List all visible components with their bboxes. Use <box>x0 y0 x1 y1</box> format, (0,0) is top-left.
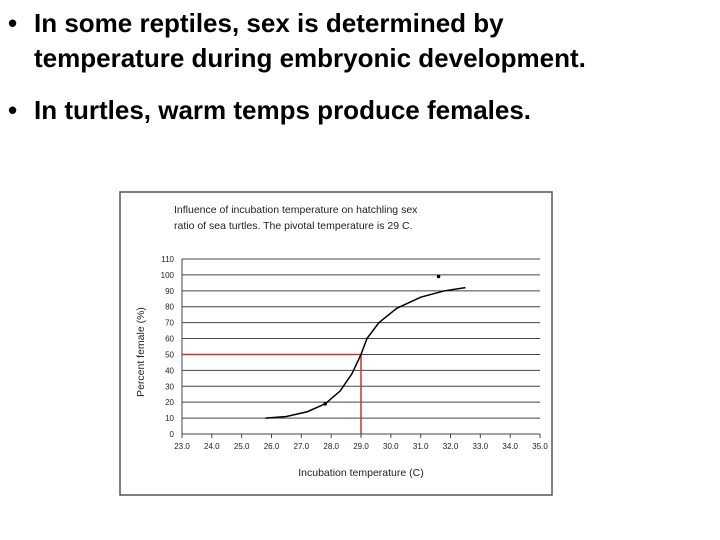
x-tick-label: 28.0 <box>323 442 339 451</box>
chart-frame <box>119 191 553 496</box>
x-tick-label: 33.0 <box>473 442 489 451</box>
x-tick-label: 30.0 <box>383 442 399 451</box>
bullet: In some reptiles, sex is determined by t… <box>8 6 619 76</box>
bullet: In turtles, warm temps produce females. <box>8 93 619 128</box>
bullet-list: In some reptiles, sex is determined by t… <box>0 6 619 145</box>
x-tick-label: 34.0 <box>502 442 518 451</box>
x-tick-label: 23.0 <box>174 442 190 451</box>
reference-line <box>182 353 362 434</box>
x-tick-label: 27.0 <box>294 442 310 451</box>
y-tick-label: 50 <box>165 350 174 359</box>
y-tick-label: 100 <box>161 271 175 280</box>
x-tick-label: 26.0 <box>264 442 280 451</box>
y-tick-label: 110 <box>161 255 174 264</box>
y-tick-label: 90 <box>165 287 174 296</box>
x-tick-label: 29.0 <box>353 442 369 451</box>
chart-title: Influence of incubation temperature on h… <box>174 204 418 216</box>
y-tick-label: 0 <box>170 430 175 439</box>
x-tick-label: 32.0 <box>443 442 459 451</box>
x-tick-label: 24.0 <box>204 442 220 451</box>
data-point <box>323 401 328 406</box>
y-axis-label: Percent female (%) <box>135 307 147 397</box>
y-tick-label: 10 <box>165 414 174 423</box>
y-tick-label: 20 <box>165 398 174 407</box>
y-tick-label: 80 <box>165 303 174 312</box>
y-tick-label: 40 <box>165 366 174 375</box>
x-tick-label: 25.0 <box>234 442 250 451</box>
line-series <box>265 286 466 419</box>
x-tick-label: 31.0 <box>413 442 429 451</box>
y-tick-label: 30 <box>165 382 174 391</box>
y-tick-label: 60 <box>165 335 174 344</box>
x-tick-label: 35.0 <box>532 442 548 451</box>
x-axis-label: Incubation temperature (C) <box>298 467 423 479</box>
chart-title: ratio of sea turtles. The pivotal temper… <box>174 220 413 232</box>
data-point <box>436 274 441 279</box>
y-tick-label: 70 <box>165 319 174 328</box>
